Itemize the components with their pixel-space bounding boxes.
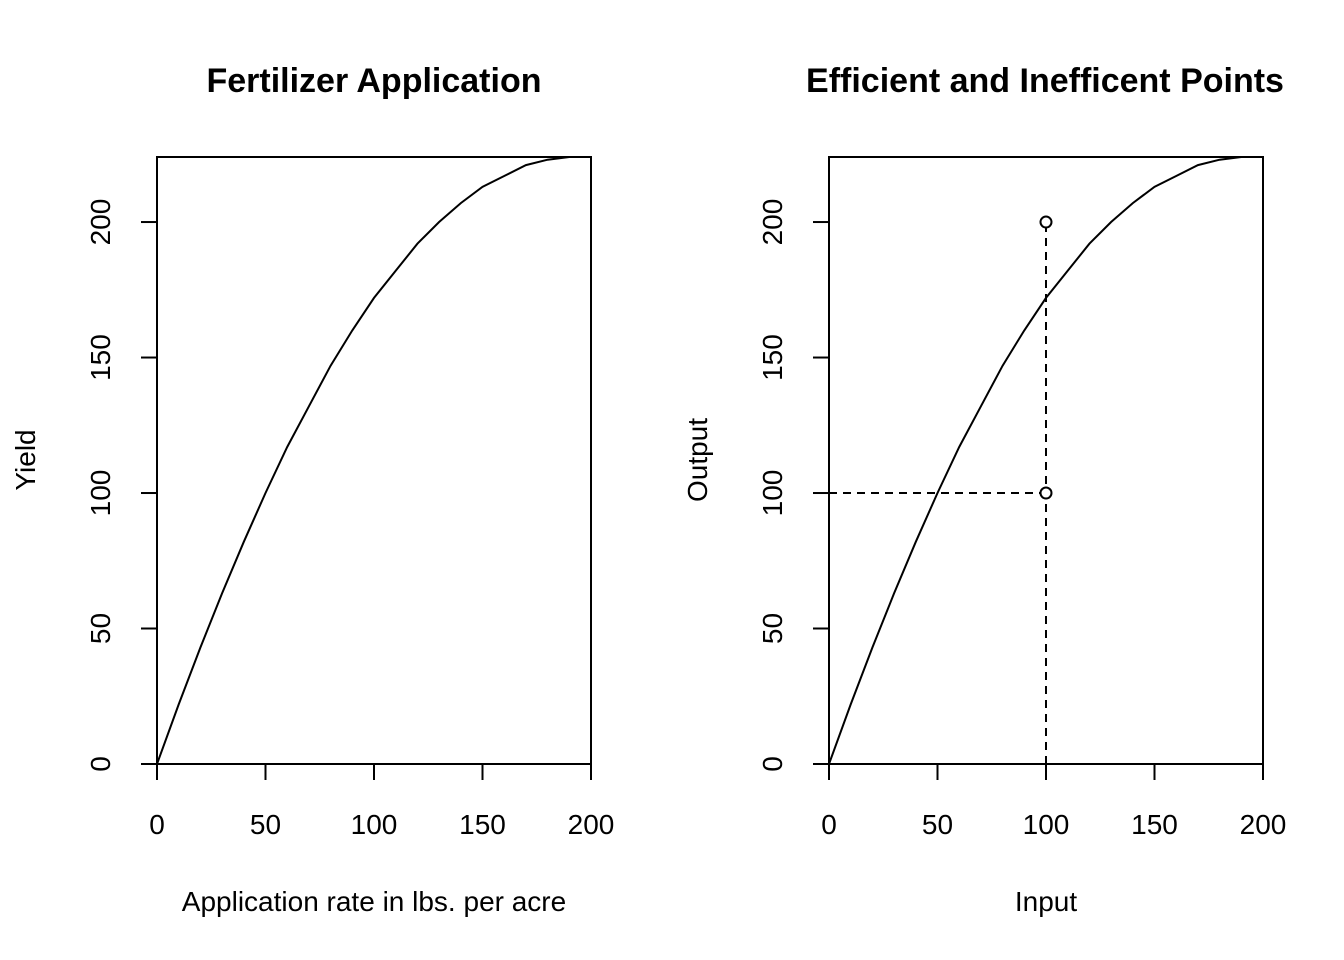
chart-title: Efficient and Inefficent Points (806, 62, 1284, 100)
data-point (1039, 215, 1053, 229)
chart-fertilizer-application: Fertilizer Application 0 50 100 150 200 0 50 1… (10, 62, 614, 917)
y-axis-label: Output (682, 418, 713, 502)
x-tick-label: 150 (1131, 809, 1178, 840)
x-axis: 0 50 100 150 200 (821, 764, 1286, 840)
x-tick-label: 100 (1023, 809, 1070, 840)
x-axis-label: Application rate in lbs. per acre (182, 886, 566, 917)
y-tick-label: 200 (757, 199, 788, 246)
x-tick-label: 0 (821, 809, 837, 840)
y-tick-label: 100 (757, 470, 788, 517)
plot-frame (156, 156, 592, 765)
plot-marks (156, 156, 591, 765)
data-point (1039, 486, 1053, 500)
y-tick-label: 100 (85, 470, 116, 517)
x-tick-label: 100 (351, 809, 398, 840)
plot-marks (828, 156, 1263, 765)
x-tick-label: 50 (922, 809, 953, 840)
x-tick-label: 0 (149, 809, 165, 840)
y-axis: 0 50 100 150 200 (85, 199, 157, 772)
y-axis: 0 50 100 150 200 (757, 199, 829, 772)
y-tick-label: 50 (85, 613, 116, 644)
y-axis-label: Yield (10, 429, 41, 490)
y-tick-label: 200 (85, 199, 116, 246)
x-axis: 0 50 100 150 200 (149, 764, 614, 840)
y-tick-label: 150 (757, 334, 788, 381)
x-tick-label: 200 (1240, 809, 1287, 840)
y-tick-label: 0 (757, 756, 788, 772)
x-tick-label: 50 (250, 809, 281, 840)
chart-title: Fertilizer Application (206, 62, 541, 100)
production-curve (828, 156, 1263, 765)
x-tick-label: 200 (568, 809, 615, 840)
x-axis-label: Input (1015, 886, 1077, 917)
production-curve (156, 156, 591, 765)
x-tick-label: 150 (459, 809, 506, 840)
y-tick-label: 0 (85, 756, 116, 772)
chart-efficient-and-inefficient-points: Efficient and Inefficent Points 0 50 100 15… (682, 62, 1286, 917)
y-tick-label: 150 (85, 334, 116, 381)
y-tick-label: 50 (757, 613, 788, 644)
